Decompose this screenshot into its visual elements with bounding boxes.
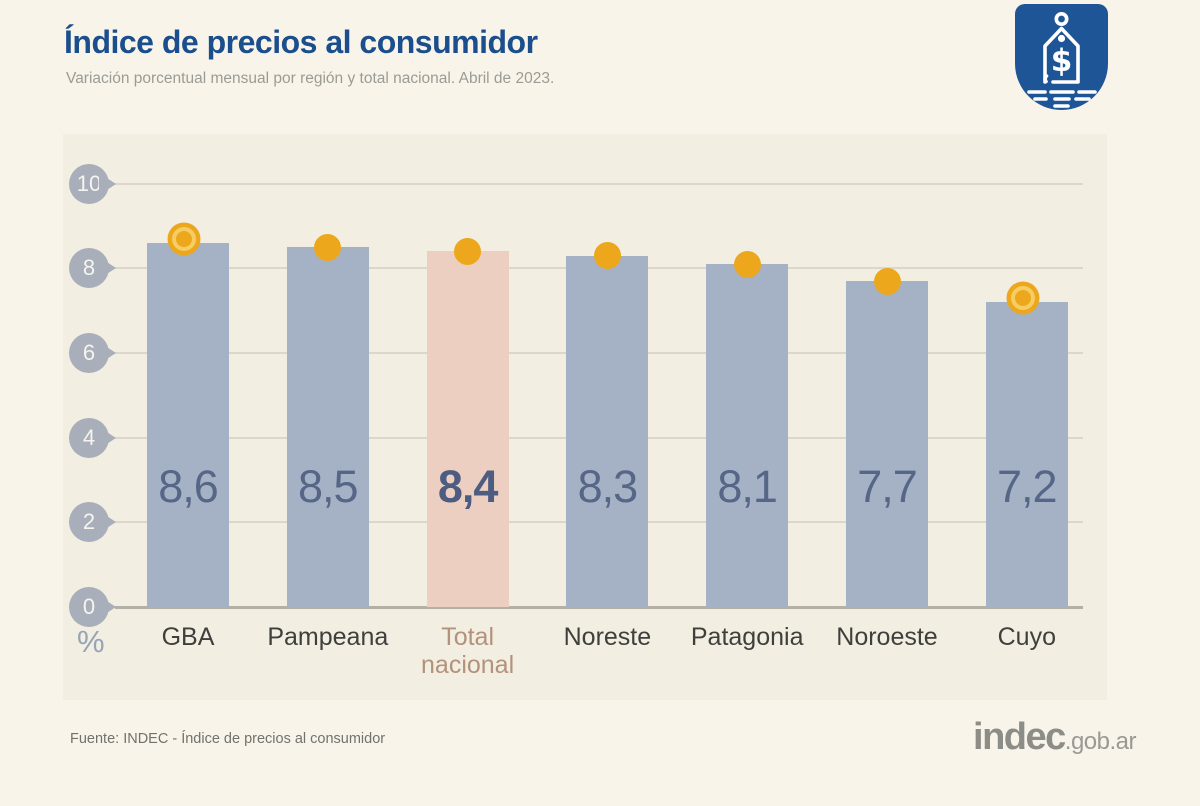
grid-line-10 [115,182,1083,185]
bar-noroeste [846,281,928,607]
data-point-dot-noroeste [873,267,901,295]
data-point-dot-total-nacional [454,237,482,265]
source-note: Fuente: INDEC - Índice de precios al con… [70,731,386,747]
indec-logo-badge: $ [1015,4,1108,110]
ringed-data-point-dot-cuyo [1010,286,1035,311]
bar-value-patagonia: 8,1 [717,461,778,512]
y-axis-unit-label: % [77,624,105,659]
bar-pampeana [286,247,369,607]
bar-total-nacional [426,251,509,607]
y-tick-badge-4: 4 [69,417,109,458]
indec-wordmark: indec .gob.ar [973,716,1136,759]
x-axis-label-cuyo: Cuyo [997,623,1056,651]
y-tick-badge-6: 6 [69,333,109,374]
brand-gob-ar: .gob.ar [1064,728,1137,755]
bar-cuyo [985,302,1068,607]
bar-value-total-nacional: 8,4 [437,461,499,512]
bar-noreste [566,255,649,607]
ringed-data-point-dot-gba [172,226,196,251]
dollar-glyph: $ [1051,43,1073,79]
bar-value-gba: 8,6 [158,461,219,512]
y-tick-badge-8: 8 [69,248,109,289]
data-point-dot-pampeana [314,233,342,261]
bar-patagonia [706,264,789,607]
data-point-dot-patagonia [733,250,761,278]
chart-panel: % 10 8 6 4 2 0 8,6 GBA 8,5 Pampeana 8,4 Total nacio… [63,134,1107,700]
page-subtitle: Variación porcentual mensual por región … [66,70,555,87]
x-axis-label-noroeste: Noroeste [836,623,938,651]
x-axis-label-patagonia: Patagonia [690,623,804,651]
bar-value-noroeste: 7,7 [857,461,918,512]
bar-value-pampeana: 8,5 [298,461,359,512]
x-axis-label-pampeana: Pampeana [267,623,389,651]
brand-indec: indec [973,716,1066,758]
y-tick-badge-10: 10 [69,163,109,204]
x-axis-label-total-nacional: Total nacional [421,623,515,679]
data-point-dot-noreste [593,242,621,270]
y-tick-badge-0: 0 [69,587,109,627]
y-tick-badge-2: 2 [69,502,109,543]
bar-gba [147,242,229,607]
price-tag-icon: $ [1027,12,1097,108]
bar-value-noreste: 8,3 [577,461,639,512]
x-axis-baseline [115,605,1083,609]
x-axis-label-noreste: Noreste [563,623,652,651]
page-title: Índice de precios al consumidor [64,24,538,60]
x-axis-label-gba: GBA [161,623,215,651]
bar-value-cuyo: 7,2 [997,461,1058,512]
